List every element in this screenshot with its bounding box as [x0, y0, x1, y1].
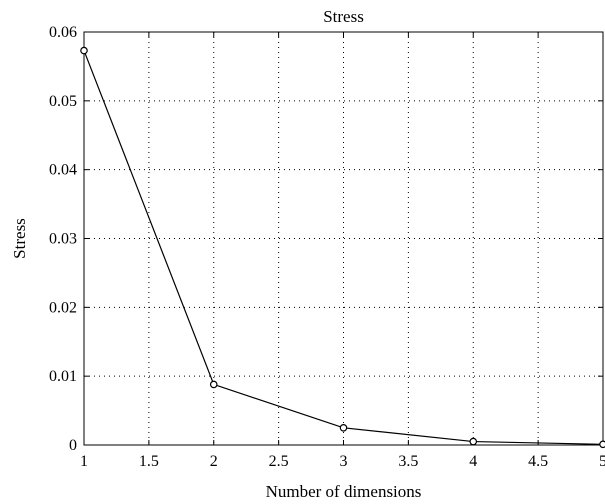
- data-point: [599, 440, 605, 449]
- y-tick-label: 0.04: [49, 162, 77, 179]
- series-layer: [80, 46, 605, 449]
- y-axis-label: Stress: [10, 218, 29, 259]
- x-axis-ticks: 1 1.5 2 2.5 3 3.5 4 4.5 5: [80, 32, 605, 470]
- x-tick-label: 3.5: [398, 453, 418, 470]
- y-axis-ticks: 0 0.01 0.02 0.03 0.04 0.05 0.06: [49, 24, 603, 454]
- x-axis-label: Number of dimensions: [266, 482, 422, 501]
- y-tick-label: 0: [69, 437, 77, 454]
- grid: [84, 32, 603, 445]
- y-tick-label: 0.03: [49, 231, 77, 248]
- data-point: [80, 46, 88, 55]
- x-tick-label: 3: [340, 453, 348, 470]
- x-tick-label: 4: [469, 453, 477, 470]
- x-tick-label: 4.5: [528, 453, 548, 470]
- chart-title: Stress: [323, 7, 364, 26]
- x-tick-label: 1.5: [139, 453, 159, 470]
- data-point: [209, 380, 218, 389]
- data-point: [339, 423, 348, 432]
- axes: [83, 31, 604, 446]
- y-tick-label: 0.02: [49, 299, 77, 316]
- data-point: [469, 437, 478, 446]
- x-tick-label: 2: [210, 453, 218, 470]
- x-tick-label: 2.5: [269, 453, 289, 470]
- x-tick-label: 5: [599, 453, 605, 470]
- y-tick-label: 0.06: [49, 24, 77, 41]
- plot-frame: [83, 31, 604, 446]
- y-tick-label: 0.01: [49, 368, 77, 385]
- x-tick-label: 1: [80, 453, 88, 470]
- y-tick-label: 0.05: [49, 93, 77, 110]
